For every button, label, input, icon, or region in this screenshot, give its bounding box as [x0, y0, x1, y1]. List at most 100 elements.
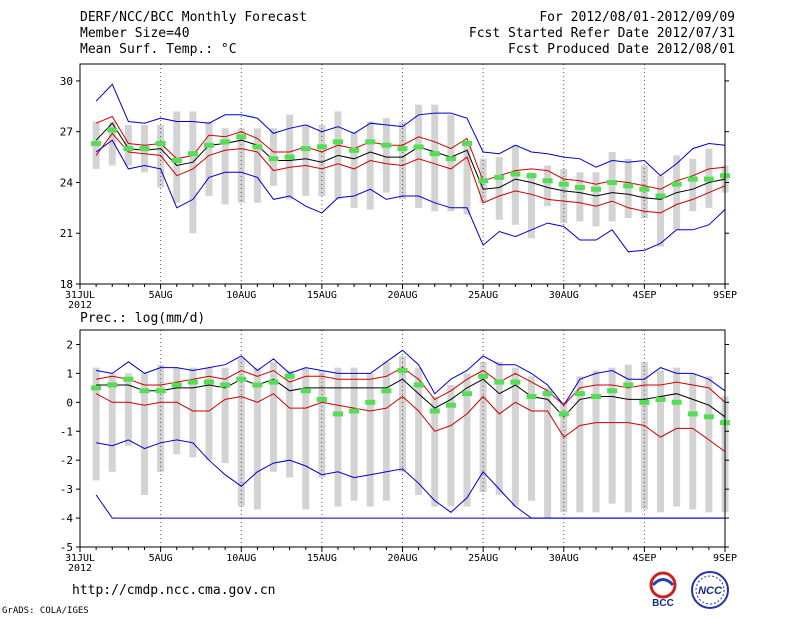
- y-tick-label: -4: [60, 512, 74, 525]
- ensemble-box: [464, 142, 471, 215]
- observed-marker: [543, 391, 553, 396]
- observed-marker: [285, 155, 295, 160]
- ensemble-box: [689, 373, 696, 509]
- observed-marker: [494, 380, 504, 385]
- observed-marker: [430, 409, 440, 414]
- observed-marker: [527, 173, 537, 178]
- x-tick-label: 20AUG: [387, 290, 417, 301]
- observed-marker: [688, 411, 698, 416]
- y-tick-label: 1: [66, 367, 73, 380]
- x-tick-label: 15AUG: [307, 553, 337, 564]
- observed-marker: [559, 182, 569, 187]
- observed-marker: [381, 388, 391, 393]
- y-tick-label: 30: [60, 75, 73, 88]
- y-tick-label: -2: [60, 454, 73, 467]
- grads-credit: GrADS: COLA/IGES: [2, 606, 89, 616]
- ensemble-box: [367, 122, 374, 210]
- observed-marker: [91, 385, 101, 390]
- ensemble-box: [689, 159, 696, 211]
- observed-marker: [220, 382, 230, 387]
- ensemble-box: [109, 373, 116, 471]
- observed-marker: [123, 146, 133, 151]
- ensemble-box: [544, 388, 551, 518]
- ensemble-box: [609, 152, 616, 221]
- observed-marker: [107, 382, 117, 387]
- ensemble-box: [447, 115, 454, 211]
- observed-marker: [704, 177, 714, 182]
- ensemble-box: [206, 122, 213, 196]
- observed-marker: [301, 388, 311, 393]
- ensemble-box: [431, 105, 438, 212]
- observed-marker: [704, 414, 714, 419]
- observed-marker: [365, 400, 375, 405]
- x-tick-label: 4SEP: [632, 290, 656, 301]
- ensemble-box: [641, 362, 648, 510]
- observed-marker: [478, 178, 488, 183]
- x-tick-label: 5AUG: [149, 290, 173, 301]
- ensemble-box: [415, 105, 422, 208]
- ensemble-box: [593, 371, 600, 513]
- observed-marker: [398, 368, 408, 373]
- observed-marker: [349, 148, 359, 153]
- observed-marker: [494, 175, 504, 180]
- ensemble-box: [254, 368, 261, 510]
- observed-marker: [140, 388, 150, 393]
- observed-marker: [607, 180, 617, 185]
- x-tick-label: 15AUG: [307, 290, 337, 301]
- observed-marker: [430, 151, 440, 156]
- ensemble-box: [383, 362, 390, 501]
- observed-marker: [510, 172, 520, 177]
- observed-marker: [656, 194, 666, 199]
- observed-marker: [639, 187, 649, 192]
- observed-marker: [317, 397, 327, 402]
- ensemble-box: [576, 376, 583, 512]
- observed-marker: [172, 158, 182, 163]
- observed-marker: [510, 380, 520, 385]
- observed-marker: [236, 377, 246, 382]
- observed-marker: [123, 377, 133, 382]
- ensemble-box: [512, 145, 519, 225]
- y-tick-label: 2: [66, 338, 73, 351]
- ensemble-box: [302, 125, 309, 196]
- y-tick-label: 24: [60, 176, 74, 189]
- ensemble-box: [625, 159, 632, 218]
- ensemble-box: [125, 373, 132, 445]
- x-tick-label: 20AUG: [387, 553, 417, 564]
- observed-marker: [414, 382, 424, 387]
- ensemble-box: [593, 172, 600, 226]
- observed-marker: [462, 391, 472, 396]
- source-url[interactable]: http://cmdp.ncc.cma.gov.cn: [72, 583, 276, 598]
- observed-marker: [607, 388, 617, 393]
- observed-marker: [107, 128, 117, 133]
- ensemble-box: [673, 368, 680, 507]
- observed-marker: [269, 156, 279, 161]
- x-tick-label: 30AUG: [549, 290, 579, 301]
- observed-marker: [575, 391, 585, 396]
- observed-marker: [252, 382, 262, 387]
- observed-marker: [672, 182, 682, 187]
- ensemble-box: [270, 362, 277, 472]
- ensemble-box: [512, 368, 519, 507]
- observed-marker: [478, 374, 488, 379]
- x-tick-label: 9SEP: [713, 553, 737, 564]
- ensemble-box: [189, 111, 196, 233]
- x-tick-sublabel: 2012: [68, 300, 92, 311]
- observed-marker: [527, 394, 537, 399]
- observed-marker: [672, 400, 682, 405]
- panel-title: Prec.: log(mm/d): [80, 311, 205, 326]
- observed-marker: [333, 139, 343, 144]
- observed-marker: [559, 411, 569, 416]
- x-tick-label: 25AUG: [468, 553, 498, 564]
- bcc-logo-icon: BCC: [642, 570, 684, 610]
- observed-marker: [285, 374, 295, 379]
- observed-marker: [381, 143, 391, 148]
- x-tick-label: 25AUG: [468, 290, 498, 301]
- x-tick-sublabel: 2012: [68, 563, 92, 574]
- x-tick-label: 30AUG: [549, 553, 579, 564]
- ensemble-box: [367, 373, 374, 506]
- ensemble-box: [609, 368, 616, 504]
- observed-marker: [333, 411, 343, 416]
- observed-marker: [398, 146, 408, 151]
- observed-marker: [188, 151, 198, 156]
